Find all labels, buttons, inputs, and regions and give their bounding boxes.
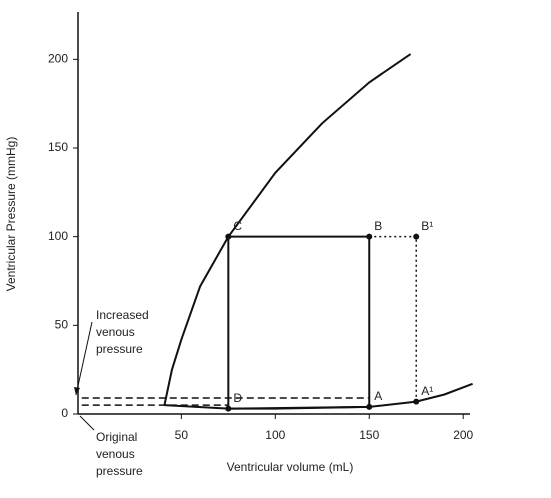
annotation-arrow — [75, 321, 93, 396]
y-axis-label: Ventricular Pressure (mmHg) — [4, 137, 18, 292]
annotation: pressure — [96, 342, 143, 356]
y-tick-label: 200 — [48, 52, 68, 66]
annotation: venous — [96, 325, 135, 339]
point — [225, 233, 232, 240]
y-tick-label: 0 — [61, 406, 68, 420]
point — [413, 398, 420, 405]
annotation: venous — [96, 447, 135, 461]
point-label: D — [233, 391, 242, 405]
x-axis-label: Ventricular volume (mL) — [227, 460, 354, 474]
x-tick-label: 100 — [265, 428, 285, 442]
x-tick-label: 150 — [359, 428, 379, 442]
point — [225, 405, 232, 412]
point — [366, 403, 373, 410]
y-tick-label: 150 — [48, 140, 68, 154]
annotation: Increased — [96, 308, 149, 322]
y-tick-label: 100 — [48, 229, 68, 243]
point-label: A¹ — [421, 384, 433, 398]
x-tick-label: 50 — [175, 428, 189, 442]
point-label: A — [374, 389, 382, 403]
point — [366, 233, 373, 240]
point-label: B¹ — [421, 219, 433, 233]
x-tick-label: 200 — [453, 428, 473, 442]
annotation: Original — [96, 430, 137, 444]
annotation: pressure — [96, 464, 143, 478]
annotation-pointer — [79, 415, 95, 431]
curve — [369, 235, 417, 402]
point-label: B — [374, 219, 382, 233]
point — [413, 233, 420, 240]
y-tick-label: 50 — [55, 318, 69, 332]
point-label: C — [233, 219, 242, 233]
annotation-arrow-head — [74, 387, 80, 395]
curve — [227, 235, 371, 410]
